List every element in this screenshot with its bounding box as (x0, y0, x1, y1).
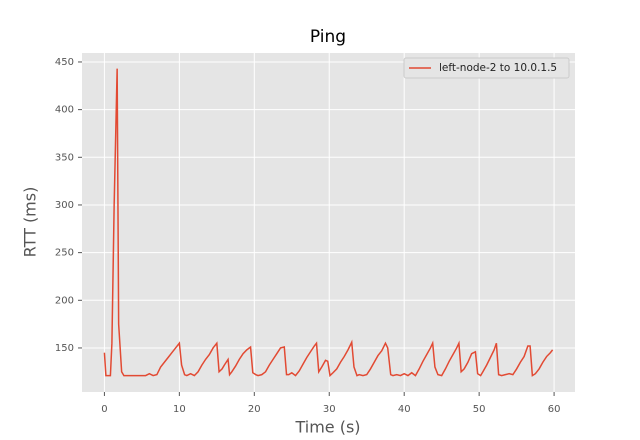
chart-title: Ping (310, 27, 346, 47)
legend-box (403, 57, 570, 79)
plot-area (82, 53, 575, 392)
y-tick-label: 200 (55, 295, 74, 306)
x-tick-label: 60 (548, 404, 561, 415)
x-tick-label: 20 (248, 404, 261, 415)
x-axis-label: Time (s) (294, 418, 360, 437)
x-tick-label: 50 (473, 404, 486, 415)
legend-label: left-node-2 to 10.0.1.5 (439, 62, 557, 74)
y-tick-label: 250 (55, 248, 74, 259)
x-tick-label: 10 (173, 404, 186, 415)
x-tick-label: 0 (101, 404, 107, 415)
x-tick-label: 30 (323, 404, 336, 415)
x-tick-label: 40 (398, 404, 411, 415)
line-series (103, 68, 554, 378)
y-tick-label: 450 (55, 57, 74, 68)
y-axis-label: RTT (ms) (21, 187, 40, 258)
y-tick-label: 300 (55, 200, 74, 211)
y-tick-label: 400 (55, 105, 74, 116)
y-tick-label: 150 (55, 343, 74, 354)
y-tick-label: 350 (55, 152, 74, 163)
